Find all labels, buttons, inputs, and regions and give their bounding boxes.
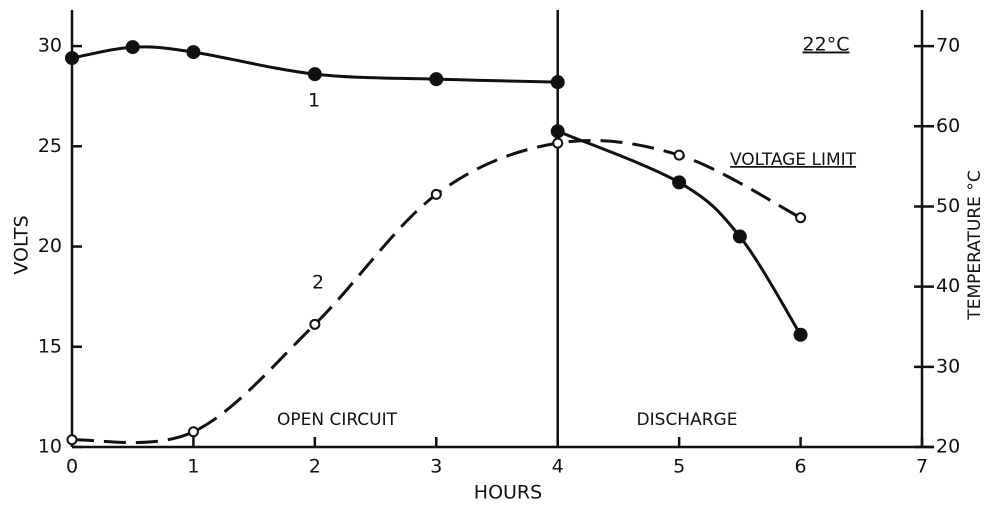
y-tick-label: 25	[38, 135, 62, 157]
series-line	[71, 138, 802, 445]
data-point	[793, 327, 808, 342]
series-line	[557, 129, 802, 336]
x-tick-label: 2	[309, 456, 321, 478]
data-point	[186, 45, 201, 60]
data-point	[550, 75, 565, 90]
annotation: DISCHARGE	[637, 410, 738, 430]
x-tick-label: 5	[673, 456, 685, 478]
annotation: 1	[308, 90, 320, 112]
y2-tick-label: 20	[936, 436, 960, 458]
y2-tick-label: 40	[936, 275, 960, 297]
y2-tick-label: 30	[936, 355, 960, 377]
y2-axis-label: TEMPERATURE °C	[965, 170, 985, 320]
data-point	[66, 434, 78, 446]
x-tick-label: 0	[66, 456, 78, 478]
y-tick-label: 20	[38, 235, 62, 257]
data-point	[307, 67, 322, 82]
x-tick-label: 4	[552, 456, 564, 478]
data-point	[125, 40, 140, 55]
x-axis-label: HOURS	[474, 482, 542, 504]
x-tick-label: 3	[430, 456, 442, 478]
y-tick-label: 10	[38, 436, 62, 458]
y-axis-label: VOLTS	[11, 215, 33, 274]
data-point	[187, 426, 199, 438]
data-point	[550, 124, 565, 139]
annotation: OPEN CIRCUIT	[277, 410, 398, 430]
x-tick-label: 7	[916, 456, 928, 478]
x-tick-label: 1	[187, 456, 199, 478]
annotation: VOLTAGE LIMIT	[730, 150, 857, 170]
data-point	[673, 149, 685, 161]
data-point	[732, 229, 747, 244]
y2-tick-label: 50	[936, 195, 960, 217]
data-point	[430, 188, 442, 200]
y2-tick-label: 70	[936, 35, 960, 57]
data-point	[429, 72, 444, 87]
y-tick-label: 15	[38, 335, 62, 357]
y2-tick-label: 60	[936, 115, 960, 137]
annotation: 22°C	[803, 34, 850, 56]
data-point	[65, 51, 79, 66]
y-tick-label: 30	[38, 35, 62, 57]
data-point	[309, 318, 321, 330]
x-tick-label: 6	[795, 456, 807, 478]
data-point	[795, 212, 807, 224]
annotation: 2	[312, 272, 324, 294]
data-point	[552, 137, 564, 149]
data-point	[672, 175, 687, 190]
